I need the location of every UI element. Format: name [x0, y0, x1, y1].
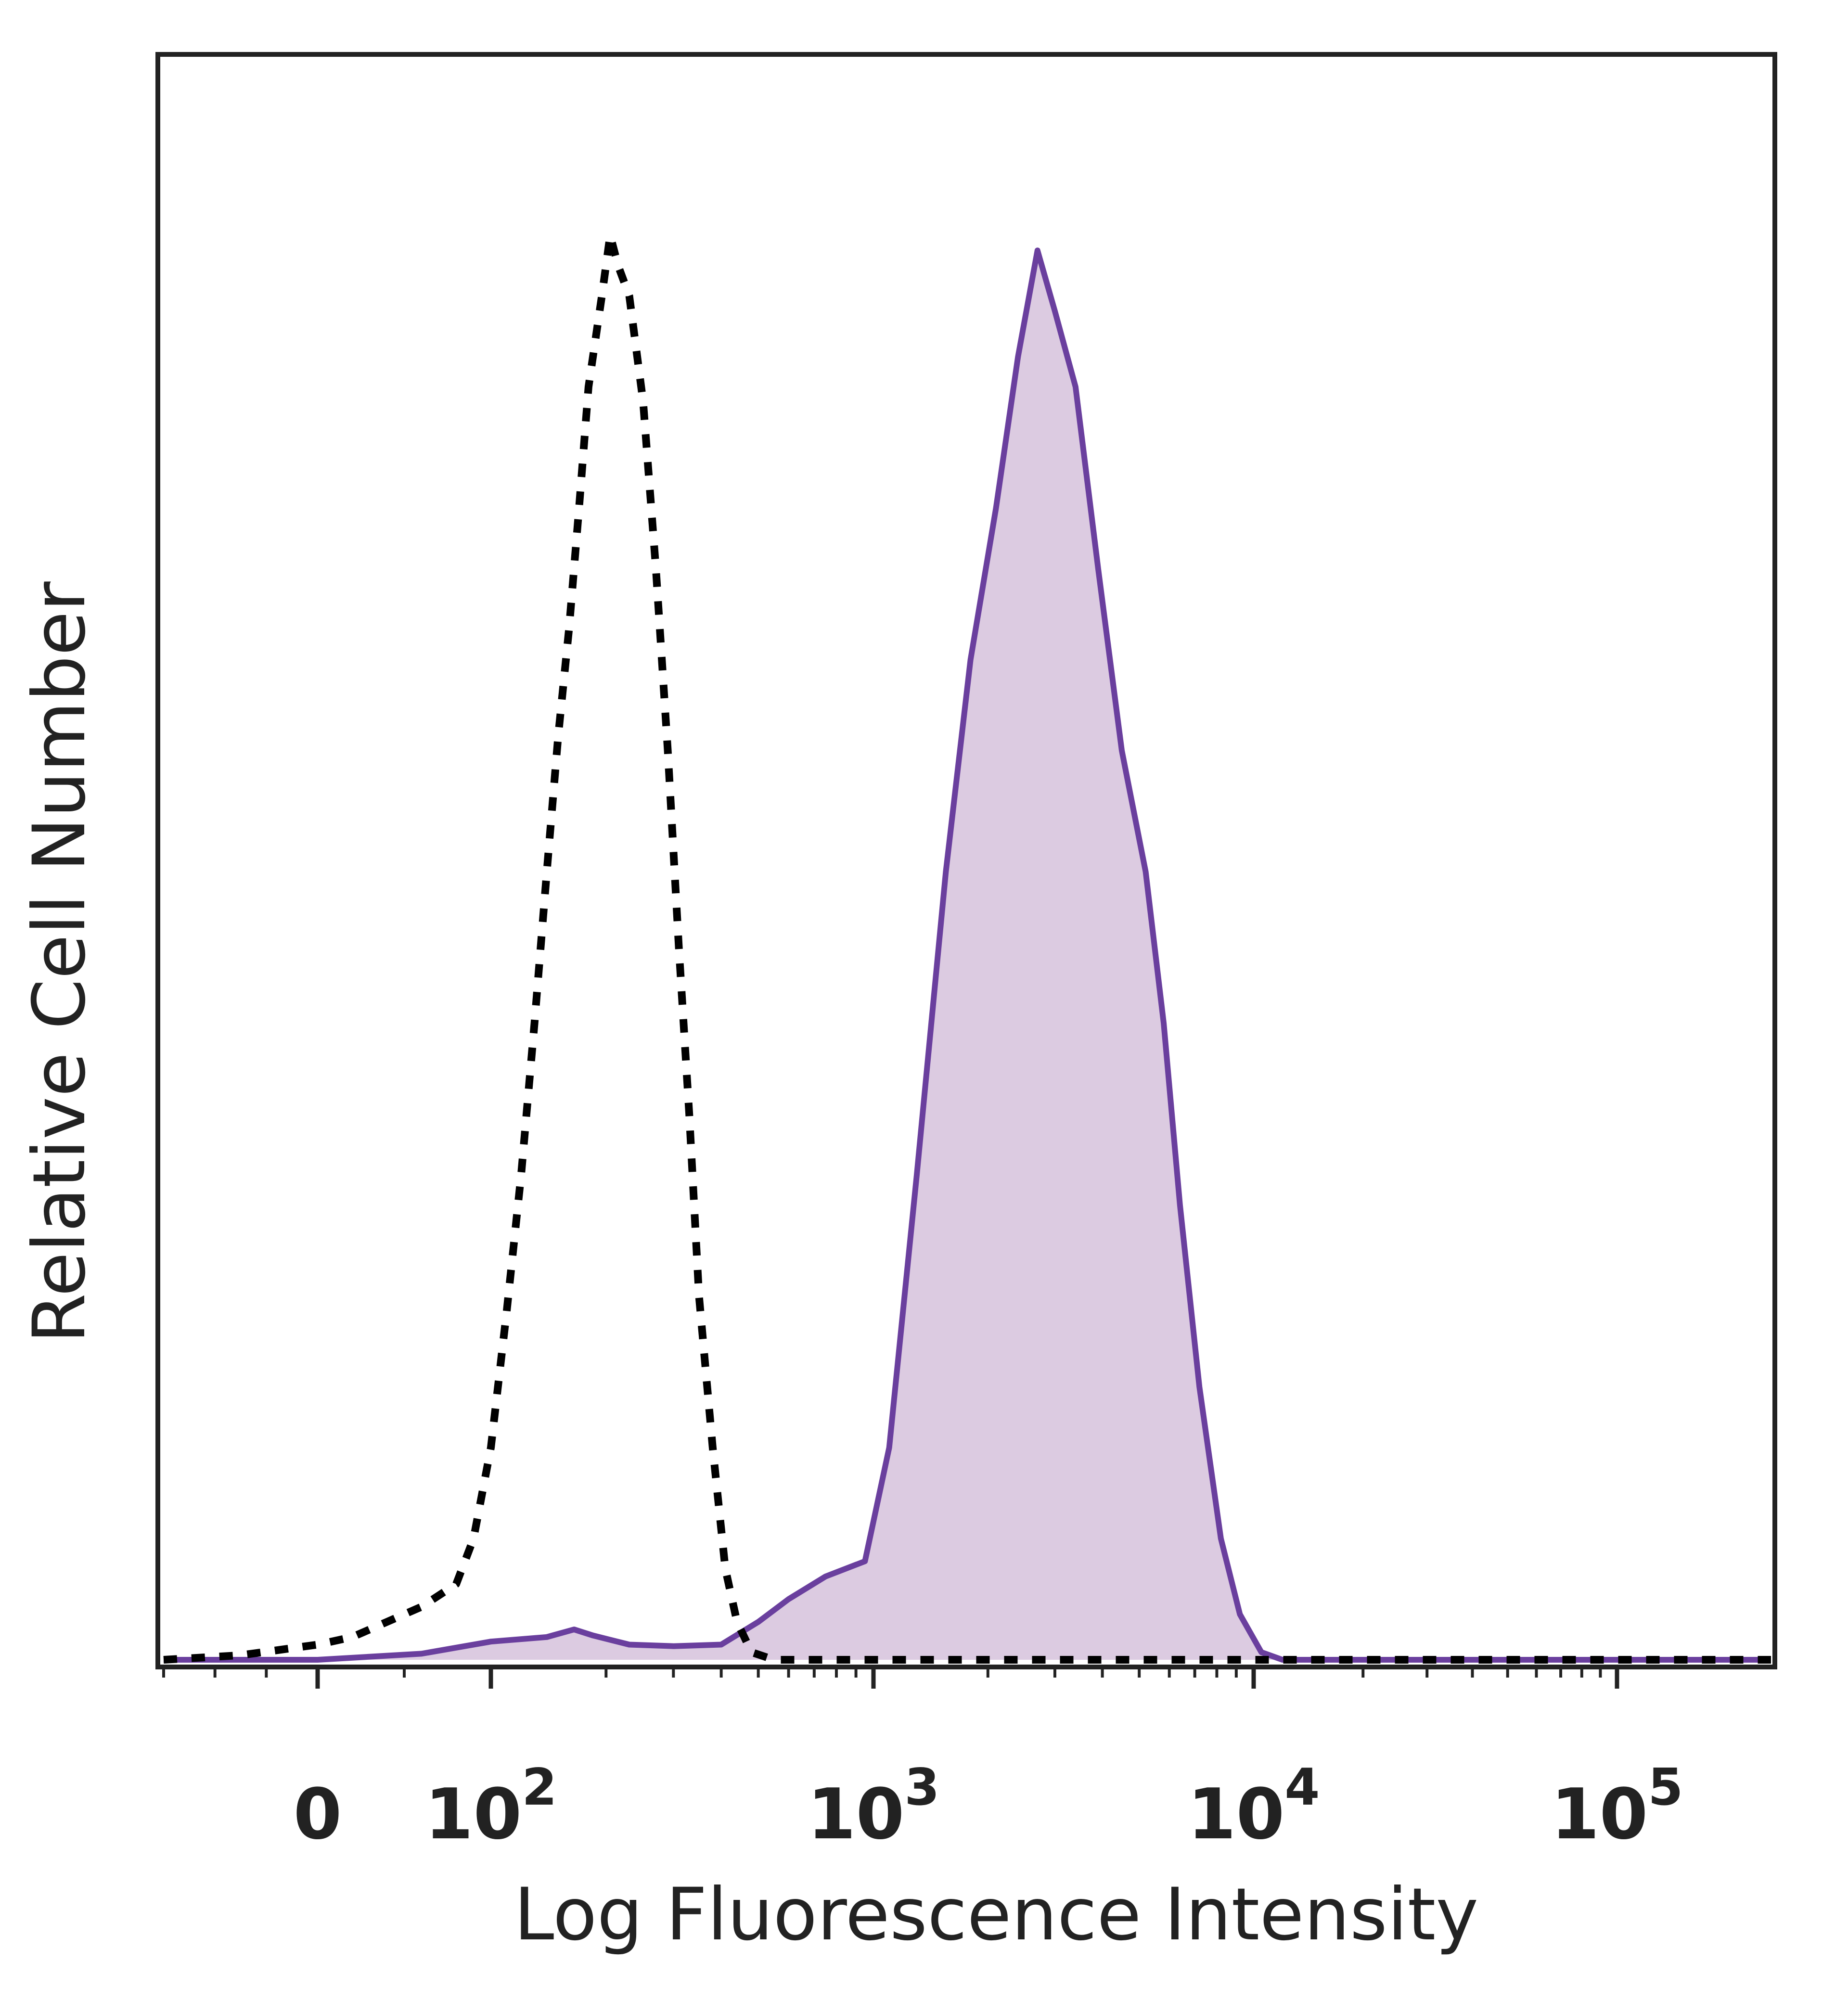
y-axis-title: Relative Cell Number [18, 581, 102, 1344]
x-tick-label-4: 105 [1551, 1758, 1683, 1855]
x-tick-exponent-3: 4 [1284, 1758, 1320, 1817]
x-tick-label-3: 104 [1188, 1758, 1320, 1855]
series-1-area [164, 250, 1771, 1660]
stained-sample-histogram [164, 247, 1771, 1663]
x-tick-base-0: 0 [294, 1774, 342, 1855]
x-tick-label-0: 0 [294, 1774, 342, 1855]
plot-frame [155, 52, 1777, 1669]
x-tick-base-2: 10 [808, 1774, 905, 1855]
x-tick-exponent-2: 3 [904, 1758, 939, 1817]
series-layer [163, 231, 1771, 1664]
x-tick-base-4: 10 [1551, 1774, 1648, 1855]
x-tick-label-1: 102 [425, 1758, 557, 1855]
x-tick-exponent-1: 2 [522, 1758, 557, 1817]
x-tick-exponent-4: 5 [1648, 1758, 1683, 1817]
x-tick-base-1: 10 [425, 1774, 522, 1855]
dotted-control-histogram [163, 231, 1771, 1664]
x-tick-label-2: 103 [808, 1758, 940, 1855]
x-axis-title: Log Fluorescence Intensity [514, 1873, 1478, 1957]
x-tick-base-3: 10 [1188, 1774, 1285, 1855]
x-axis-ticks: 0 102 103 104 105 [162, 1667, 1683, 1855]
